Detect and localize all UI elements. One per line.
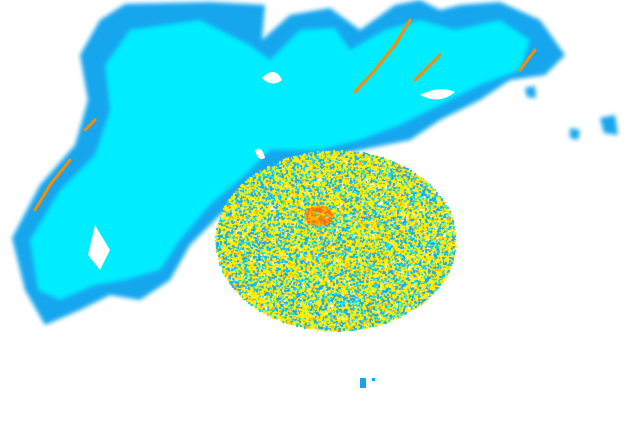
small-echo: [372, 378, 375, 381]
small-echo: [360, 378, 366, 388]
